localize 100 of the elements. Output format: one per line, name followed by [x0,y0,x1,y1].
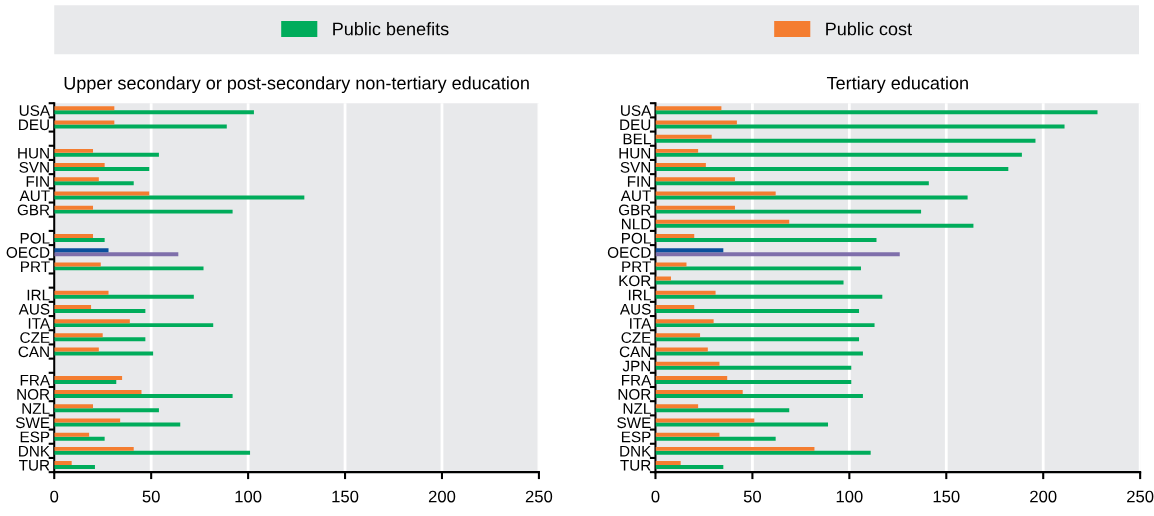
y-tick-label: DEU [620,119,651,131]
bar [54,209,233,214]
bar [54,163,105,168]
bar [54,432,90,437]
bar [54,379,117,384]
bar [54,262,101,267]
bar [54,110,254,115]
bar [655,337,860,342]
bar [54,238,105,242]
y-tick-label: ESP [20,431,50,443]
y-tick-label: POL [20,232,50,244]
bar [655,138,1036,143]
bar [655,375,728,380]
y-tick-label: FIN [26,176,49,187]
bar [655,152,1022,157]
bar [655,209,922,214]
bar [54,323,214,328]
bar [54,152,159,157]
bar [655,110,1098,115]
bar [54,461,72,466]
bar [655,124,1065,129]
bar [655,347,708,352]
y-tick-label: DEU [19,119,49,131]
bar [655,422,829,427]
bar [54,446,134,451]
legend-label: Public benefits [333,22,449,36]
bar [54,375,123,380]
bar [54,205,94,210]
y-tick-label: DNK [19,445,50,457]
x-tick-label: 250 [525,490,553,503]
bar [54,266,204,271]
bar [54,408,159,413]
chart-title: Upper secondary or post-secondary non-tertiary education [64,76,529,94]
y-tick-label: PRT [622,261,651,272]
x-tick-label: 200 [428,490,456,503]
bar [54,390,142,395]
bar [655,252,900,257]
y-tick-label: NLD [622,218,651,230]
x-tick-label: 250 [1127,490,1154,503]
y-tick-label: BEL [623,133,651,145]
bar [54,394,233,399]
chart-title: Tertiary education [826,76,968,94]
bar [54,252,179,257]
bar [54,106,115,111]
bar [54,450,251,455]
y-tick-label: GBR [17,204,50,216]
bar [54,319,130,324]
y-tick-label: TUR [19,460,50,471]
bar [655,308,860,313]
y-tick-label: IRL [27,289,50,301]
y-tick-label: HUN [619,147,651,159]
bar [655,262,687,267]
bar [655,450,871,455]
y-tick-label: KOR [619,275,651,287]
y-tick-label: USA [621,105,652,116]
y-tick-label: AUT [620,190,651,202]
y-tick-label: IRL [628,289,651,301]
y-tick-label: NZL [22,403,50,414]
y-tick-label: NOR [618,388,651,400]
bar [655,148,699,153]
bar [655,404,699,409]
bar [655,390,743,395]
y-tick-label: ESP [621,431,651,443]
y-tick-label: GBR [618,204,651,216]
bar [655,223,974,228]
y-tick-label: CZE [20,332,50,344]
bar [54,195,305,200]
y-tick-label: JPN [622,360,651,372]
bar [655,248,724,253]
bar [655,465,724,470]
x-tick-label: 50 [743,490,762,503]
bar [54,465,95,470]
bar [655,461,681,466]
bar [655,432,720,437]
bar [655,408,790,413]
bar [655,304,695,309]
x-tick-label: 0 [50,490,59,503]
x-tick-label: 150 [933,490,960,503]
legend-label: Public cost [826,22,912,36]
y-tick-label: NZL [623,403,651,414]
bar [655,436,776,441]
bar [655,323,875,328]
bar [54,333,103,338]
y-tick-label: CAN [619,346,651,358]
bar [54,436,105,441]
bar [54,124,227,129]
x-tick-label: 50 [142,490,160,503]
y-tick-label: POL [621,232,651,244]
bar [655,361,720,366]
y-tick-label: AUS [18,303,50,315]
bar [655,238,877,242]
bar [655,177,735,182]
x-tick-label: 0 [651,490,660,503]
y-tick-label: FRA [20,374,51,386]
bar [54,234,94,239]
bar [655,446,815,451]
y-tick-label: FIN [627,176,651,187]
y-tick-label: ITA [28,318,51,329]
bar [54,422,181,427]
bar [655,106,722,111]
